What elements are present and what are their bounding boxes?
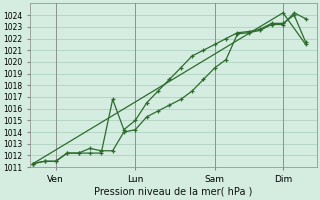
X-axis label: Pression niveau de la mer( hPa ): Pression niveau de la mer( hPa ) xyxy=(94,187,252,197)
